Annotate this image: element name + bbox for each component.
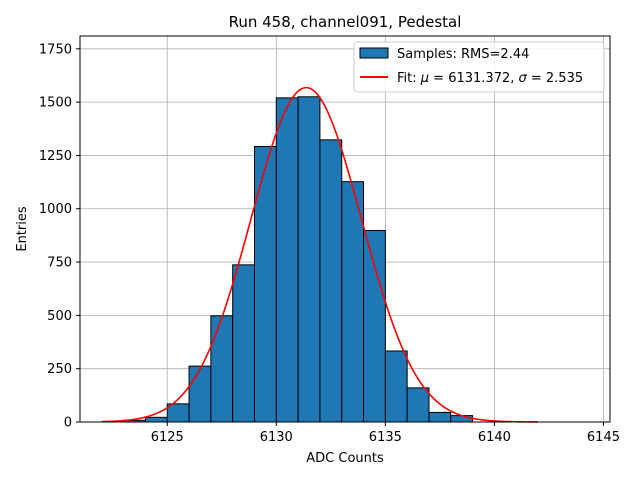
fit-curve-layer [101, 86, 539, 423]
y-tick-label-1500: 1500 [39, 96, 72, 111]
y-tick-label-500: 500 [47, 309, 72, 324]
legend-fit-sigma-symbol: σ [519, 71, 528, 86]
y-tick-label-750: 750 [47, 256, 72, 271]
legend-fit-prefix: Fit: [397, 71, 421, 86]
y-axis-ticks: 0 250 500 750 1000 1250 1500 1750 [39, 42, 80, 431]
x-axis-ticks: 6125 6130 6135 6140 6145 [151, 422, 620, 445]
histogram-bar-6138 [450, 415, 474, 423]
x-tick-label-6145: 6145 [587, 430, 620, 445]
legend-box [353, 41, 605, 93]
legend: Samples: RMS=2.44 Fit: μ = 6131.372, σ =… [353, 41, 605, 93]
legend-fit-suffix: = 2.535 [527, 71, 583, 86]
histogram-bar-6130 [275, 97, 299, 423]
histogram-bar-6136 [406, 387, 430, 423]
histogram-bar-6132 [319, 139, 343, 423]
plot-frame [79, 35, 611, 423]
x-tick-label-6130: 6130 [260, 430, 293, 445]
histogram-bar-6128 [232, 264, 255, 423]
histogram-bar-6134 [363, 229, 386, 423]
legend-fit-mid: = 6131.372, [429, 71, 518, 86]
chart-title: Run 458, channel091, Pedestal [229, 13, 462, 31]
y-tick-label-0: 0 [64, 416, 72, 431]
histogram-bar-6137 [428, 411, 452, 423]
y-tick-label-1250: 1250 [39, 149, 72, 164]
histogram-bar-6131 [297, 96, 321, 423]
x-tick-label-6135: 6135 [369, 430, 402, 445]
histogram-bars [123, 96, 474, 423]
x-tick-label-6140: 6140 [478, 430, 511, 445]
legend-histogram-label: Samples: RMS=2.44 [397, 47, 529, 62]
legend-histogram-swatch [359, 47, 389, 59]
histogram-bar-6126 [188, 365, 212, 423]
y-tick-label-250: 250 [47, 362, 72, 377]
legend-fit-mu-symbol: μ [420, 71, 429, 86]
x-axis-label: ADC Counts [306, 451, 384, 466]
histogram-bar-6129 [253, 145, 277, 423]
x-tick-label-6125: 6125 [151, 430, 184, 445]
y-axis-label: Entries [15, 206, 30, 252]
legend-fit-label: Fit: μ = 6131.372, σ = 2.535 [397, 71, 583, 86]
y-tick-label-1750: 1750 [39, 42, 72, 57]
histogram-bar-6124 [144, 416, 168, 423]
histogram-bar-6125 [166, 403, 190, 423]
gaussian-fit-curve [101, 86, 539, 423]
histogram-bar-6127 [210, 315, 234, 423]
histogram-bar-6135 [384, 350, 408, 423]
y-tick-label-1000: 1000 [39, 202, 72, 217]
histogram-bar-6133 [341, 181, 365, 423]
